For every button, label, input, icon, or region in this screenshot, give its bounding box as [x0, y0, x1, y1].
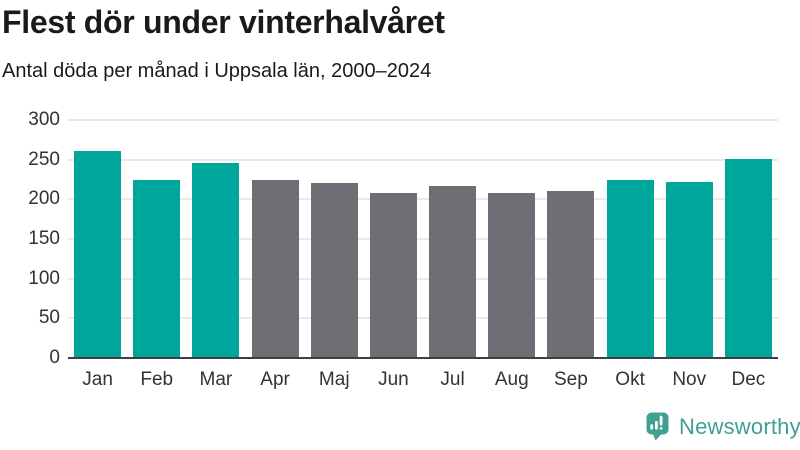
y-axis-label-150: 150	[28, 228, 60, 249]
gridline-100	[68, 277, 778, 280]
y-axis-label-50: 50	[38, 307, 60, 329]
bar-okt	[606, 179, 654, 358]
gridline-300	[68, 119, 778, 121]
x-axis-label-jul: Jul	[440, 369, 465, 390]
bar-sep	[547, 190, 595, 358]
bar-dec	[724, 158, 772, 358]
x-axis-label-aug: Aug	[494, 369, 529, 390]
bar-mar	[192, 162, 240, 358]
y-axis-label-200: 200	[28, 188, 60, 210]
bar-aug	[488, 192, 536, 358]
gridline-50	[68, 317, 778, 320]
x-axis-label-jun: Jun	[378, 369, 409, 390]
x-axis-label-feb: Feb	[140, 369, 174, 390]
y-axis-label-0: 0	[49, 347, 60, 368]
x-axis-label-okt: Okt	[615, 369, 645, 390]
x-axis-label-sep: Sep	[554, 369, 588, 390]
bar-chart: 0 50 100 150 200 250 300 Jan Feb Mar Apr Maj Jun Jul A…	[28, 109, 778, 390]
newsworthy-bubble-chart-icon	[646, 412, 669, 441]
gridline-200	[68, 198, 778, 201]
x-axis-label-jan: Jan	[82, 369, 113, 390]
x-axis-label-mar: Mar	[199, 369, 233, 390]
bar-feb	[133, 180, 181, 358]
x-axis-line	[68, 357, 778, 359]
newsworthy-logo: Newsworthy	[646, 412, 800, 441]
gridline-150	[68, 238, 778, 240]
y-axis-label-100: 100	[28, 267, 60, 289]
y-axis-label-250: 250	[28, 148, 60, 170]
bar-jul	[429, 185, 477, 358]
x-axis-label-dec: Dec	[731, 369, 766, 390]
newsworthy-brand-text: Newsworthy	[679, 413, 800, 439]
y-axis-label-300: 300	[28, 109, 60, 130]
gridline-250	[68, 158, 778, 161]
page-title: Flest dör under vinterhalvåret	[2, 4, 445, 40]
bar-jun	[369, 192, 417, 358]
x-axis-label-nov: Nov	[672, 369, 707, 390]
bar-nov	[665, 181, 713, 358]
bar-apr	[251, 179, 299, 358]
page-subtitle: Antal döda per månad i Uppsala län, 2000…	[2, 60, 432, 82]
x-axis-label-maj: Maj	[318, 369, 350, 390]
bar-maj	[310, 182, 358, 358]
x-axis-label-apr: Apr	[260, 369, 290, 390]
bar-jan	[74, 150, 122, 358]
